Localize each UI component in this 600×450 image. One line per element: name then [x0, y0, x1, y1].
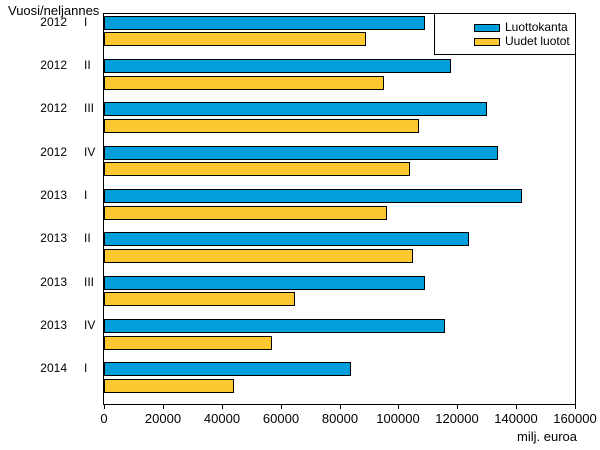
x-tick-label: 140000: [494, 411, 538, 426]
y-axis-label: 2014 I: [0, 361, 103, 375]
y-label-year: 2013: [40, 231, 67, 245]
bar-luottokanta: [104, 189, 522, 203]
bar-luottokanta: [104, 319, 445, 333]
y-label-year: 2012: [40, 58, 67, 72]
y-label-quarter: III: [84, 101, 95, 115]
y-label-quarter: IV: [84, 318, 96, 332]
bar-luottokanta: [104, 276, 425, 290]
legend: Luottokanta Uudet luotot: [434, 13, 576, 55]
legend-label: Luottokanta: [505, 20, 568, 34]
x-axis-title: milj. euroa: [517, 429, 577, 444]
y-axis-label: 2012 III: [0, 101, 103, 115]
plot-area: Luottokanta Uudet luotot: [103, 13, 576, 405]
y-label-quarter: III: [84, 275, 95, 289]
bar-luottokanta: [104, 362, 351, 376]
x-tick-label: 80000: [321, 411, 359, 426]
y-label-year: 2013: [40, 275, 67, 289]
x-tick-mark: [457, 404, 458, 409]
x-tick-label: 0: [100, 411, 108, 426]
y-label-quarter: I: [84, 15, 88, 29]
y-axis-label: 2013 III: [0, 275, 103, 289]
bar-uudet-luotot: [104, 379, 234, 393]
y-label-year: 2012: [40, 101, 67, 115]
x-tick-label: 160000: [553, 411, 597, 426]
y-axis-label: 2012 II: [0, 58, 103, 72]
y-label-quarter: IV: [84, 145, 96, 159]
bar-luottokanta: [104, 16, 425, 30]
x-tick-mark: [104, 404, 105, 409]
x-tick-mark: [516, 404, 517, 409]
legend-swatch-uudet-luotot: [474, 37, 500, 46]
y-label-quarter: II: [84, 58, 91, 72]
y-axis-label: 2013 IV: [0, 318, 103, 332]
bar-uudet-luotot: [104, 76, 384, 90]
bar-luottokanta: [104, 146, 498, 160]
x-tick-mark: [398, 404, 399, 409]
x-tick-label: 60000: [262, 411, 300, 426]
y-label-quarter: II: [84, 231, 91, 245]
bar-uudet-luotot: [104, 32, 366, 46]
bar-luottokanta: [104, 102, 487, 116]
bar-uudet-luotot: [104, 336, 272, 350]
y-label-year: 2012: [40, 15, 67, 29]
legend-swatch-luottokanta: [474, 23, 500, 32]
x-tick-mark: [575, 404, 576, 409]
x-tick-label: 20000: [144, 411, 182, 426]
bar-uudet-luotot: [104, 119, 419, 133]
y-label-year: 2013: [40, 188, 67, 202]
y-label-quarter: I: [84, 361, 88, 375]
x-tick-label: 100000: [376, 411, 420, 426]
y-axis-label: 2013 II: [0, 231, 103, 245]
x-tick-mark: [222, 404, 223, 409]
chart-title: Vuosi/neljannes: [8, 3, 100, 18]
x-tick-mark: [281, 404, 282, 409]
legend-label: Uudet luotot: [505, 34, 570, 48]
legend-item-luottokanta: Luottokanta: [474, 21, 575, 34]
x-tick-mark: [340, 404, 341, 409]
y-label-year: 2012: [40, 145, 67, 159]
bar-luottokanta: [104, 232, 469, 246]
y-axis-label: 2012 I: [0, 15, 103, 29]
bar-uudet-luotot: [104, 292, 295, 306]
y-axis-label: 2013 I: [0, 188, 103, 202]
y-label-year: 2014: [40, 361, 67, 375]
y-axis-label: 2012 IV: [0, 145, 103, 159]
y-label-year: 2013: [40, 318, 67, 332]
bar-uudet-luotot: [104, 162, 410, 176]
y-label-quarter: I: [84, 188, 88, 202]
bar-uudet-luotot: [104, 206, 387, 220]
x-tick-label: 120000: [435, 411, 479, 426]
bar-uudet-luotot: [104, 249, 413, 263]
bar-luottokanta: [104, 59, 451, 73]
x-tick-mark: [163, 404, 164, 409]
legend-item-uudet-luotot: Uudet luotot: [474, 35, 575, 48]
x-tick-label: 40000: [203, 411, 241, 426]
